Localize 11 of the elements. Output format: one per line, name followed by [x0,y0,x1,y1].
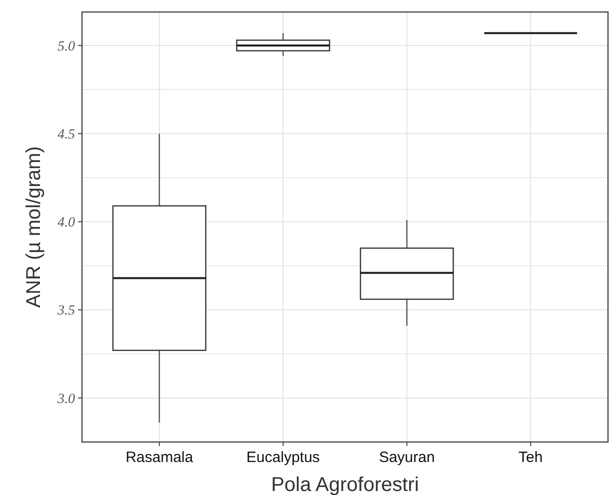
x-tick-label: Sayuran [378,449,435,466]
y-tick-label: 3.0 [56,392,75,407]
y-tick-label: 4.0 [58,216,75,231]
x-tick-label: Rasamala [126,449,194,466]
y-tick-label: 5.0 [58,39,75,54]
x-axis-title: Pola Agroforestri [271,474,419,495]
y-axis-title: ANR (µ mol/gram) [23,146,45,308]
y-tick-label: 4.5 [58,128,75,142]
x-tick-label: Teh [518,449,543,466]
x-tick-label: Eucalyptus [246,449,320,466]
y-tick-label: 3.5 [56,304,75,319]
